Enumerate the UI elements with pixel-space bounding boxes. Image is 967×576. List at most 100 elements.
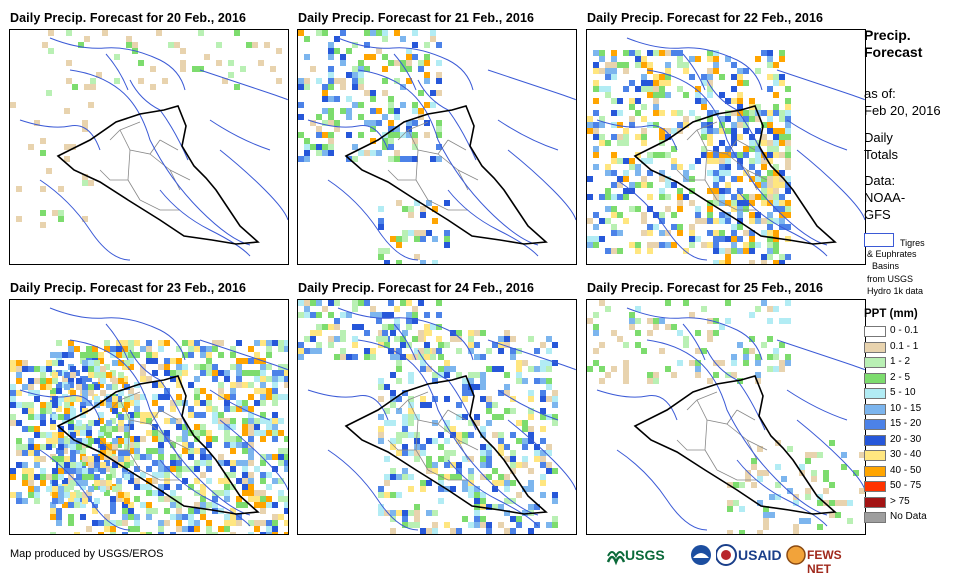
basin-boundary: [337, 307, 474, 361]
ppt-legend-swatch: [864, 372, 886, 384]
ppt-legend-label: 20 - 30: [890, 433, 922, 445]
province-boundary: [407, 129, 449, 155]
province-boundary: [457, 439, 479, 451]
ppt-legend-label: 15 - 20: [890, 418, 922, 429]
map-svg-1: [10, 30, 288, 261]
province-boundary: [686, 121, 718, 141]
basin-boundary: [646, 69, 828, 246]
noaa-logo: [690, 542, 712, 570]
ppt-legend-swatch: [864, 326, 886, 337]
basin-boundary: [199, 339, 288, 371]
province-boundary: [746, 439, 768, 451]
country-border: [56, 105, 260, 245]
basin-boundary: [39, 179, 131, 261]
province-boundary: [397, 121, 429, 141]
data-source-block: Data: NOAA- GFS: [864, 173, 906, 222]
map-credit: Map produced by USGS/EROS: [10, 548, 164, 560]
province-boundary: [119, 129, 161, 155]
ppt-legend-label: 10 - 15: [890, 402, 922, 414]
country-border: [633, 375, 837, 515]
province-boundary: [139, 199, 180, 211]
map-panel-5: [297, 299, 577, 535]
basin-boundary: [357, 339, 539, 516]
province-boundary: [397, 391, 429, 411]
basin-boundary: [209, 119, 271, 151]
province-boundary: [716, 199, 757, 211]
basin-text-1: Tigres: [900, 238, 925, 248]
ppt-legend-swatch: [864, 434, 886, 446]
ppt-legend-swatch: [864, 388, 886, 399]
map-svg-5: [298, 300, 576, 534]
basin-boundary: [393, 53, 417, 91]
basin-boundary: [105, 323, 129, 361]
basin-boundary: [327, 449, 419, 531]
basin-boundary: [357, 69, 539, 246]
basin-boundary: [327, 179, 419, 261]
precip-cells: [10, 30, 282, 228]
ppt-legend-title: PPT (mm): [864, 308, 918, 320]
basin-boundary: [49, 307, 186, 361]
basin-boundary: [796, 149, 865, 221]
ppt-legend-label: 0 - 0.1: [890, 325, 919, 336]
province-boundary: [447, 139, 467, 151]
basin-boundary: [596, 119, 678, 151]
basin-boundary: [682, 53, 706, 91]
ppt-legend-label: No Data: [890, 511, 927, 522]
province-boundary: [99, 169, 128, 181]
daily-totals-block: Daily Totals: [864, 130, 898, 162]
ppt-legend-label: 0.1 - 1: [890, 340, 919, 352]
basin-boundary: [646, 339, 828, 516]
province-boundary: [139, 469, 180, 481]
province-boundary: [169, 439, 191, 451]
map-svg-6: [587, 300, 865, 534]
usaid-logo: USAID: [715, 542, 786, 570]
basin-boundary: [19, 389, 101, 421]
province-boundary: [696, 129, 738, 155]
usgs-logo: USGS: [606, 542, 688, 570]
province-boundary: [159, 409, 179, 421]
province-boundary: [109, 121, 141, 141]
province-boundary: [387, 439, 416, 451]
basin-boundary: [736, 189, 828, 257]
precip-cells: [298, 30, 450, 264]
panel-title-6: Daily Precip. Forecast for 25 Feb., 2016: [587, 281, 824, 295]
basin-boundary: [507, 419, 576, 491]
basin-boundary: [776, 69, 865, 101]
ppt-legend-swatch: [864, 341, 886, 353]
basin-boundary: [786, 389, 848, 421]
fews-net-icon: [786, 545, 806, 565]
precip-cells: [587, 50, 791, 264]
province-boundary: [716, 469, 757, 481]
ppt-legend-swatch: [864, 496, 886, 508]
country-border: [56, 375, 260, 515]
province-boundary: [99, 439, 128, 451]
province-boundary: [704, 419, 718, 471]
province-boundary: [159, 139, 179, 151]
province-boundary: [696, 399, 738, 425]
basin-text-2: & Euphrates: [867, 249, 917, 259]
province-boundary: [437, 153, 469, 191]
basin-boundary: [159, 189, 251, 257]
panel-title-5: Daily Precip. Forecast for 24 Feb., 2016: [298, 281, 535, 295]
as-of-block: as of: Feb 20, 2016: [864, 86, 941, 118]
ppt-legend-swatch: [864, 357, 886, 368]
basin-boundary: [507, 149, 576, 221]
panel-title-1: Daily Precip. Forecast for 20 Feb., 2016: [10, 11, 247, 25]
map-panel-4: [9, 299, 289, 535]
map-svg-3: [587, 37, 865, 264]
basin-boundary: [337, 37, 474, 91]
basin-boundary: [393, 323, 417, 361]
province-boundary: [676, 439, 705, 451]
province-boundary: [686, 391, 718, 411]
ppt-legend-label: 50 - 75: [890, 480, 922, 491]
province-boundary: [407, 399, 449, 425]
fews-net-logo: FEWS NET: [786, 542, 860, 576]
basin-boundary: [307, 119, 389, 151]
province-boundary: [427, 469, 468, 481]
basin-boundary: [105, 53, 129, 91]
ppt-legend-swatch: [864, 481, 886, 492]
basin-boundary: [776, 339, 865, 371]
basin-boundary: [69, 69, 251, 246]
map-svg-4: [10, 307, 288, 534]
country-border: [344, 105, 548, 245]
